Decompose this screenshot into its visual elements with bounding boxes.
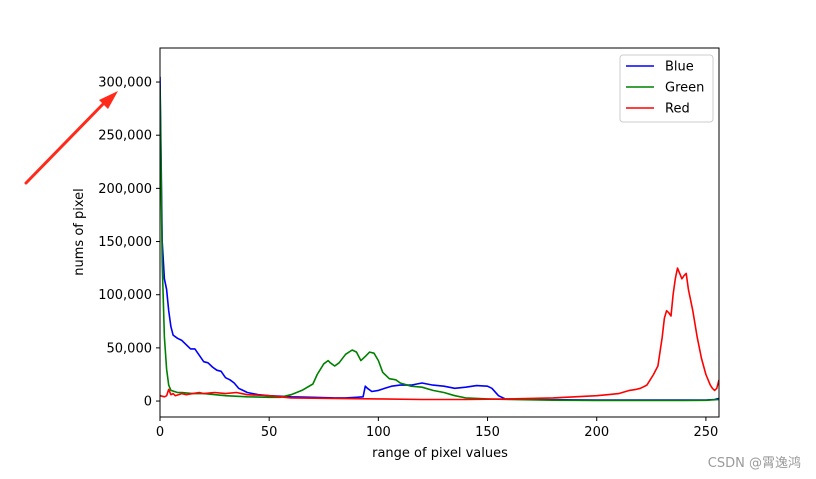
y-axis-ticks: 0 50,000 100,000 150,000 200,000 250,000 300,0… bbox=[98, 76, 160, 410]
arrow-shaft bbox=[24, 99, 108, 185]
watermark-text: CSDN @霄逸鸿 bbox=[708, 455, 801, 471]
arrow-head bbox=[99, 91, 118, 109]
legend-label-green: Green bbox=[665, 81, 704, 96]
y-tick-label: 250,000 bbox=[98, 129, 152, 144]
x-axis-label: range of pixel values bbox=[372, 446, 508, 461]
series-line-red bbox=[160, 267, 719, 401]
legend-label-red: Red bbox=[665, 102, 690, 117]
y-tick-label: 0 bbox=[144, 395, 152, 410]
plot-frame bbox=[159, 47, 720, 418]
x-tick-label: 250 bbox=[693, 425, 718, 440]
legend-box bbox=[619, 54, 714, 123]
x-axis-ticks: 0 50 100 150 200 250 bbox=[156, 417, 718, 440]
x-tick-label: 50 bbox=[261, 425, 278, 440]
series-layer bbox=[160, 76, 719, 402]
x-tick-label: 150 bbox=[475, 425, 500, 440]
y-tick-label: 150,000 bbox=[98, 235, 152, 250]
x-tick-label: 0 bbox=[156, 425, 164, 440]
x-tick-label: 100 bbox=[366, 425, 391, 440]
y-tick-label: 200,000 bbox=[98, 182, 152, 197]
plot-area bbox=[159, 47, 720, 418]
y-tick-label: 100,000 bbox=[98, 288, 152, 303]
x-tick-label: 200 bbox=[584, 425, 609, 440]
annotation-arrow bbox=[24, 91, 118, 185]
legend-label-blue: Blue bbox=[665, 60, 694, 75]
series-line-blue bbox=[160, 76, 719, 401]
y-tick-label: 300,000 bbox=[98, 76, 152, 91]
legend: Blue Green Red bbox=[619, 54, 714, 123]
y-tick-label: 50,000 bbox=[107, 341, 153, 356]
y-axis-label: nums of pixel bbox=[72, 188, 87, 275]
